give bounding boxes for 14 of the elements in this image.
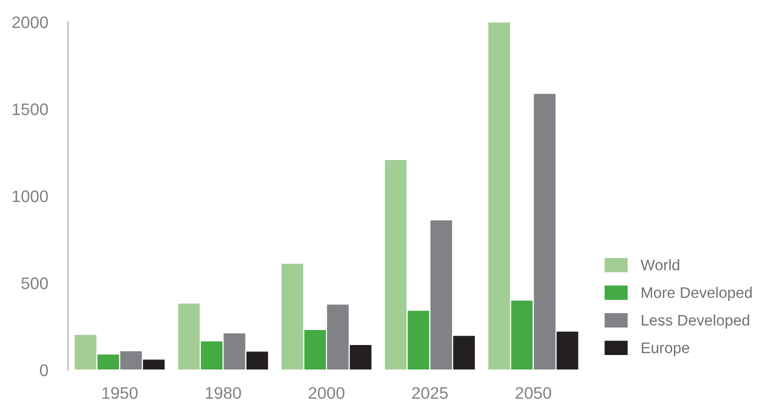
legend-label: Less Developed [642, 314, 750, 329]
x-tick-label: 1950 [102, 387, 138, 399]
y-tick-label: 0 [40, 364, 48, 376]
y-tick-label: 1500 [12, 103, 48, 116]
legend-label: World [640, 259, 680, 270]
legend-label: More Developed [642, 286, 752, 302]
y-tick-label: 2000 [12, 16, 48, 28]
x-tick-label: 1980 [206, 387, 241, 399]
x-tick-label: 2000 [308, 387, 344, 399]
x-tick-label: 2025 [412, 387, 448, 399]
legend-label: Europe [642, 342, 690, 356]
x-tick-label: 2050 [516, 387, 552, 399]
y-tick-label: 1000 [12, 190, 48, 202]
y-tick-label: 500 [21, 277, 48, 290]
